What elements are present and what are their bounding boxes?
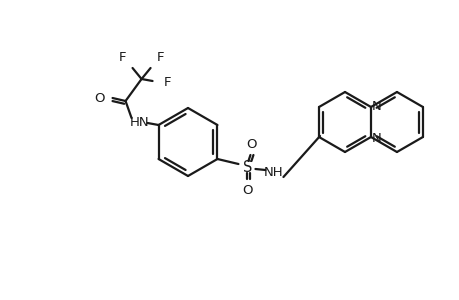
Text: O: O: [94, 92, 105, 104]
Text: S: S: [242, 160, 252, 175]
Text: HN: HN: [129, 116, 149, 128]
Text: F: F: [163, 76, 171, 88]
Text: F: F: [118, 50, 126, 64]
Text: O: O: [246, 137, 256, 151]
Text: NH: NH: [263, 167, 283, 179]
Text: O: O: [242, 184, 252, 196]
Text: F: F: [157, 50, 164, 64]
Text: N: N: [371, 131, 381, 145]
Text: N: N: [371, 100, 381, 112]
